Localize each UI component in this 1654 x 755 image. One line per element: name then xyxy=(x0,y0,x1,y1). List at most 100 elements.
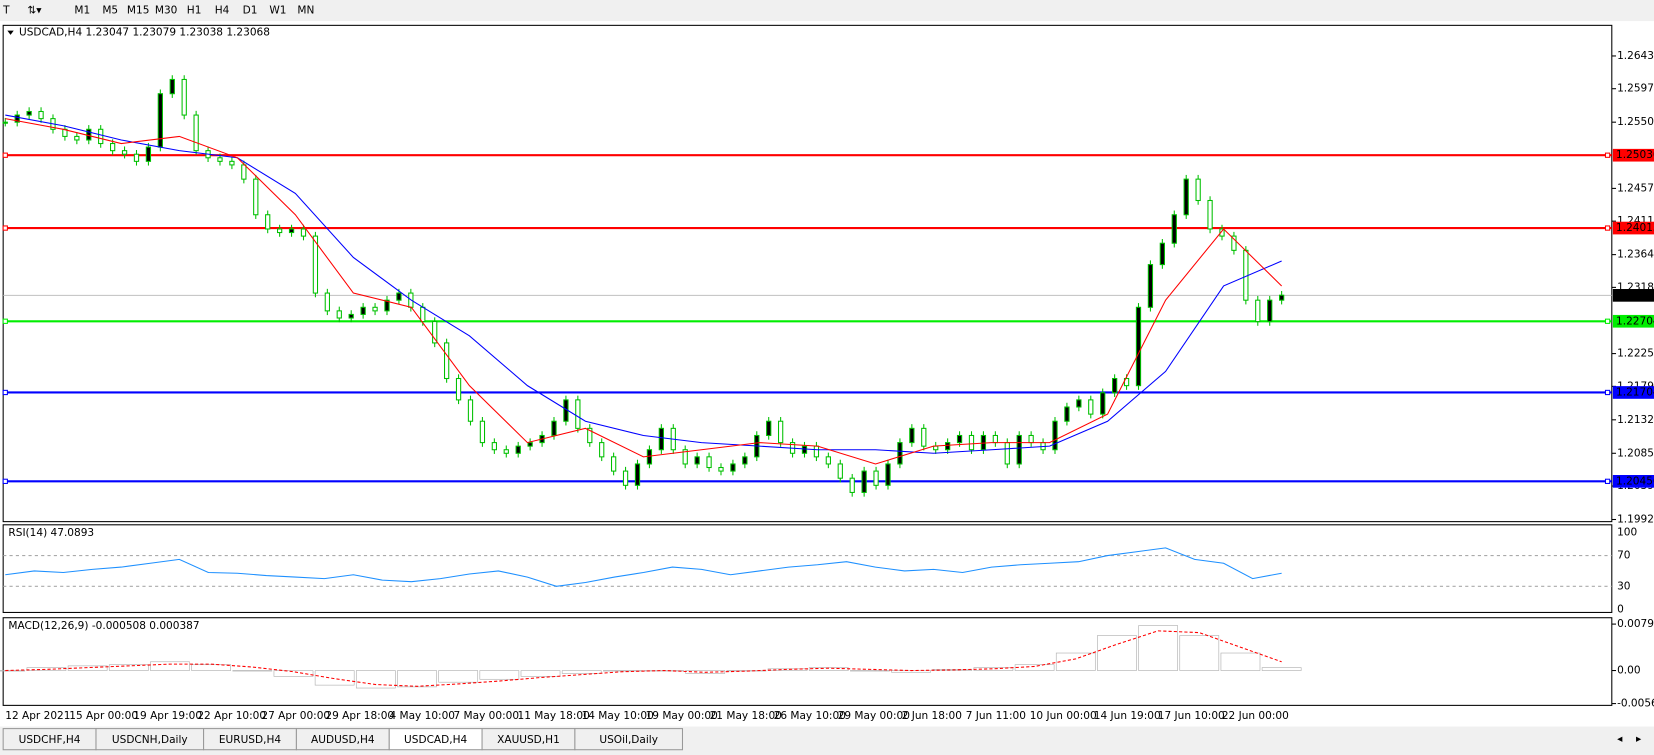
y-tick-label: 1.26430 xyxy=(1617,50,1654,62)
tab-label[interactable]: USDCAD,H4 xyxy=(404,734,467,746)
timeframe-button[interactable]: D1 xyxy=(243,5,258,17)
x-tick-label: 7 Jun 11:00 xyxy=(966,710,1027,722)
level-handle xyxy=(1604,318,1611,324)
y-tick-label: 1.21320 xyxy=(1617,414,1654,426)
candle xyxy=(121,150,128,155)
level-tag xyxy=(1612,314,1654,328)
moving-average xyxy=(5,118,1283,465)
timeframe-button[interactable]: H4 xyxy=(215,5,230,17)
candle xyxy=(455,377,462,401)
rsi-panel xyxy=(2,524,1613,613)
timeframe-button[interactable]: M1 xyxy=(74,5,90,17)
candle xyxy=(169,78,175,95)
tab-label[interactable]: AUDUSD,H4 xyxy=(311,734,375,746)
macd-bar xyxy=(561,670,602,674)
candle xyxy=(515,445,521,454)
level-handle xyxy=(1604,478,1611,484)
candle xyxy=(253,178,259,216)
timeframe-button[interactable]: M5 xyxy=(102,5,118,17)
candle xyxy=(1207,199,1213,230)
scroll-left[interactable]: ◂ xyxy=(1617,733,1623,745)
macd-tick-label: 0.00 xyxy=(1617,665,1641,677)
candle xyxy=(360,306,366,315)
x-tick-label: 29 May 00:00 xyxy=(838,710,911,722)
candle xyxy=(1183,178,1189,216)
macd-bar xyxy=(767,668,808,671)
timeframe-button[interactable]: W1 xyxy=(269,5,286,17)
candle xyxy=(658,427,664,451)
x-tick-label: 22 Jun 00:00 xyxy=(1222,710,1289,722)
candle xyxy=(849,477,855,493)
macd-bar xyxy=(150,661,190,671)
candle xyxy=(968,434,975,451)
candle xyxy=(109,143,116,152)
toolbar-icon[interactable]: ⇅▾ xyxy=(27,5,42,17)
tab-label[interactable]: XAUUSD,H1 xyxy=(497,734,560,746)
level-tag xyxy=(1612,221,1654,235)
candle xyxy=(813,445,820,458)
tab-label[interactable]: USDCNH,Daily xyxy=(112,734,188,746)
candle xyxy=(1195,178,1201,202)
x-tick-label: 11 May 18:00 xyxy=(518,710,591,722)
level-handle xyxy=(1604,389,1611,396)
candle xyxy=(777,420,784,444)
candle xyxy=(1112,377,1118,394)
macd-bar xyxy=(1055,652,1096,671)
y-tick-label: 1.25970 xyxy=(1617,83,1654,95)
candle xyxy=(467,399,474,422)
y-tick-label: 1.25500 xyxy=(1617,116,1654,128)
candle xyxy=(1088,399,1094,415)
y-tick-label: 1.20850 xyxy=(1617,447,1654,459)
candle xyxy=(921,427,927,447)
timeframe-button[interactable]: H1 xyxy=(187,5,202,17)
candle xyxy=(1267,299,1273,323)
scroll-right[interactable]: ▸ xyxy=(1636,733,1642,745)
x-tick-label: 19 Apr 19:00 xyxy=(133,710,202,722)
candle xyxy=(1076,399,1082,408)
toolbar-icon[interactable]: T xyxy=(2,5,10,17)
candle xyxy=(265,214,271,230)
timeframe-button[interactable]: M15 xyxy=(127,5,150,17)
rsi-tick-label: 30 xyxy=(1617,580,1631,592)
candle xyxy=(420,306,426,323)
timeframe-button[interactable]: MN xyxy=(297,5,314,17)
rsi-line xyxy=(5,547,1282,587)
level-label: 1.22704 xyxy=(1616,315,1654,327)
macd-bar xyxy=(355,670,396,689)
candle xyxy=(837,463,843,479)
level-handle xyxy=(1604,225,1611,231)
timeframe-button[interactable]: M30 xyxy=(155,5,178,17)
macd-bar xyxy=(108,664,149,671)
macd-bar xyxy=(1220,652,1261,671)
tab-label[interactable]: USOil,Daily xyxy=(599,734,658,746)
candle xyxy=(610,456,617,472)
candle xyxy=(217,157,223,162)
candle xyxy=(26,110,32,116)
macd-bar xyxy=(726,670,767,672)
candle xyxy=(634,463,641,486)
macd-bar xyxy=(67,665,108,671)
macd-bar xyxy=(438,670,479,683)
candle xyxy=(682,449,688,465)
candle xyxy=(241,164,247,180)
tab[interactable] xyxy=(574,728,684,751)
level-tag xyxy=(1612,386,1654,399)
candle xyxy=(1171,214,1177,244)
macd-tick-label: -0.005663 xyxy=(1617,698,1654,710)
current-price-tag xyxy=(1612,289,1654,302)
level-handle xyxy=(2,318,8,324)
macd-bar xyxy=(1014,664,1055,671)
candle xyxy=(14,114,20,123)
candle xyxy=(1016,434,1022,465)
candle xyxy=(575,399,581,429)
candle xyxy=(646,449,653,465)
tab-label[interactable]: USDCHF,H4 xyxy=(19,734,81,746)
main-panel xyxy=(2,24,1613,523)
y-tick-label: 1.23640 xyxy=(1617,249,1654,261)
macd-panel xyxy=(2,617,1613,706)
candle xyxy=(551,420,557,437)
tab-label[interactable]: EURUSD,H4 xyxy=(219,734,281,746)
candle xyxy=(944,442,951,451)
candle xyxy=(396,292,402,301)
toolbar xyxy=(0,0,1654,22)
